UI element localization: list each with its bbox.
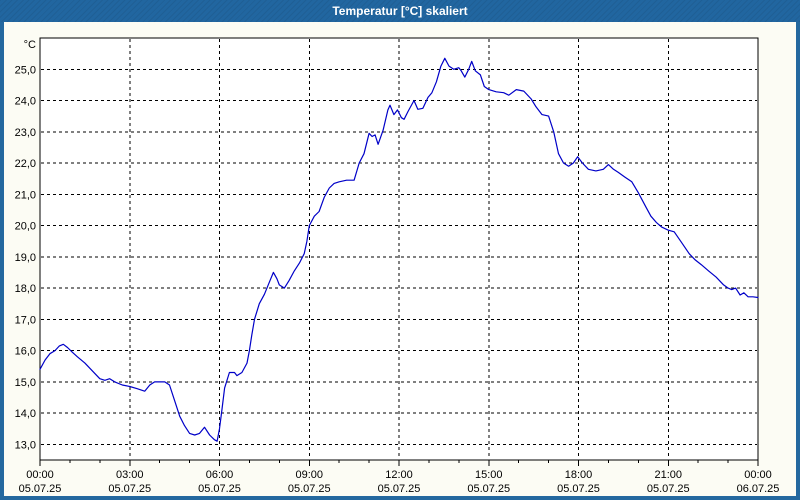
x-tick-date-label: 05.07.25 (647, 483, 690, 495)
x-tick-time-label: 00:00 (26, 469, 54, 481)
y-tick-label: 23,0 (15, 127, 36, 139)
y-tick-label: 22,0 (15, 158, 36, 170)
x-tick-date-label: 05.07.25 (198, 483, 241, 495)
y-tick-label: 14,0 (15, 408, 36, 420)
y-axis-unit-label: °C (24, 39, 36, 51)
y-tick-label: 17,0 (15, 314, 36, 326)
x-tick-time-label: 03:00 (116, 469, 144, 481)
x-tick-time-label: 09:00 (295, 469, 323, 481)
y-tick-label: 18,0 (15, 283, 36, 295)
y-tick-label: 19,0 (15, 252, 36, 264)
y-tick-label: 25,0 (15, 64, 36, 76)
x-tick-date-label: 05.07.25 (288, 483, 331, 495)
y-tick-label: 15,0 (15, 377, 36, 389)
plot-border (39, 37, 759, 461)
window-title-bar[interactable]: Temperatur [°C] skaliert (0, 0, 800, 22)
y-tick-label: 21,0 (15, 189, 36, 201)
y-tick-label: 24,0 (15, 96, 36, 108)
x-tick-date-label: 05.07.25 (467, 483, 510, 495)
temperature-line (39, 57, 759, 442)
x-tick-time-label: 15:00 (475, 469, 503, 481)
x-tick-time-label: 18:00 (565, 469, 593, 481)
chart-area: 25,0 24,0 23,0 22,0 21,0 20,0 19,0 18,0 17,0 16,0… (4, 22, 796, 496)
x-tick-date-label: 05.07.25 (378, 483, 421, 495)
y-tick-label: 20,0 (15, 221, 36, 233)
x-tick-time-label: 06:00 (206, 469, 234, 481)
x-tick-time-label: 21:00 (654, 469, 682, 481)
window-title: Temperatur [°C] skaliert (332, 4, 468, 18)
temperature-chart: 25,0 24,0 23,0 22,0 21,0 20,0 19,0 18,0 17,0 16,0… (15, 37, 780, 495)
x-tick-date-label: 05.07.25 (108, 483, 151, 495)
y-tick-label: 16,0 (15, 346, 36, 358)
x-tick-time-label: 12:00 (385, 469, 413, 481)
x-tick-date-label: 06.07.25 (737, 483, 780, 495)
x-tick-time-label: 00:00 (744, 469, 772, 481)
x-tick-date-label: 05.07.25 (19, 483, 62, 495)
y-tick-label: 13,0 (15, 439, 36, 451)
x-tick-date-label: 05.07.25 (557, 483, 600, 495)
